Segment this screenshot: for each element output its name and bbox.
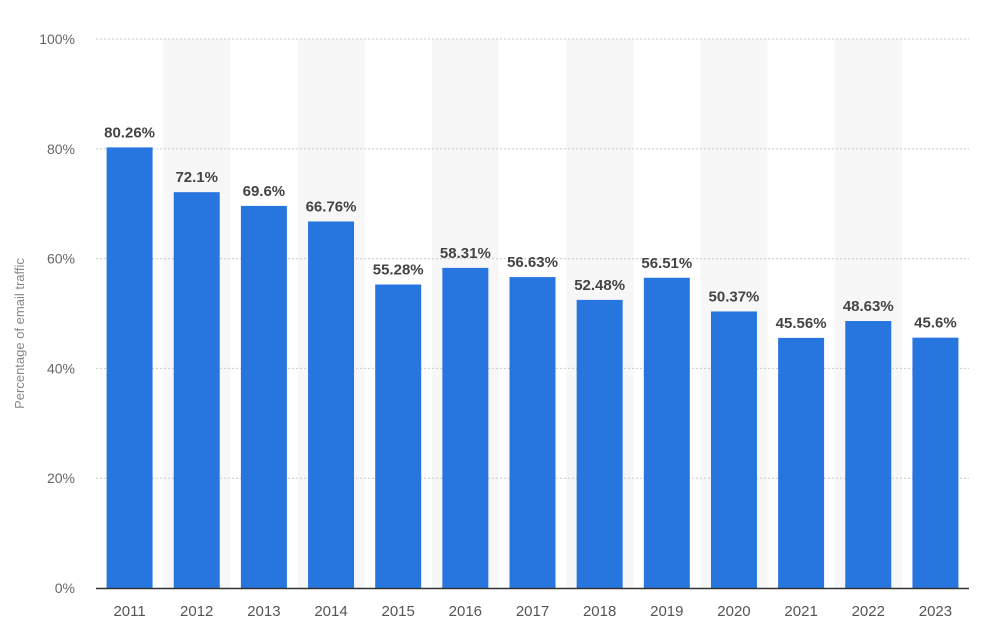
y-tick-label: 0% bbox=[55, 580, 75, 596]
x-tick-label-2018: 2018 bbox=[583, 603, 616, 620]
y-tick-label: 100% bbox=[39, 31, 75, 47]
data-label-2017: 56.63% bbox=[507, 254, 558, 271]
bar-2013[interactable] bbox=[240, 205, 287, 588]
x-tick-label-2011: 2011 bbox=[113, 603, 145, 620]
x-tick-label-2023: 2023 bbox=[919, 603, 952, 620]
data-label-2015: 55.28% bbox=[373, 262, 424, 279]
bar-2021[interactable] bbox=[778, 337, 825, 588]
y-axis-ticks: 0% 20% 40% 60% 80% 100% bbox=[39, 31, 75, 596]
bar-2022[interactable] bbox=[845, 321, 892, 588]
x-tick-label-2020: 2020 bbox=[717, 603, 750, 620]
y-tick-label: 80% bbox=[47, 141, 75, 157]
data-label-2020: 50.37% bbox=[709, 288, 760, 305]
bar-2012[interactable] bbox=[173, 192, 220, 588]
x-tick-label-2017: 2017 bbox=[516, 603, 549, 620]
data-label-2022: 48.63% bbox=[843, 298, 894, 315]
x-tick-label-2021: 2021 bbox=[784, 603, 817, 620]
x-tick-label-2019: 2019 bbox=[650, 603, 683, 620]
x-tick-label-2013: 2013 bbox=[247, 603, 280, 620]
data-label-2016: 58.31% bbox=[440, 245, 491, 262]
y-tick-label: 60% bbox=[47, 251, 75, 267]
bar-2023[interactable] bbox=[912, 337, 959, 588]
data-label-2023: 45.6% bbox=[914, 315, 957, 332]
data-label-2018: 52.48% bbox=[574, 277, 625, 294]
bars bbox=[106, 147, 959, 588]
bar-2016[interactable] bbox=[442, 267, 489, 588]
data-label-2014: 66.76% bbox=[306, 198, 357, 215]
bar-2011[interactable] bbox=[106, 147, 153, 588]
bar-2014[interactable] bbox=[308, 221, 355, 588]
bar-2017[interactable] bbox=[509, 277, 556, 588]
data-label-2013: 69.6% bbox=[243, 183, 286, 200]
y-tick-label: 20% bbox=[47, 470, 75, 486]
x-tick-label-2014: 2014 bbox=[314, 603, 347, 620]
data-label-2012: 72.1% bbox=[175, 169, 218, 186]
bar-2018[interactable] bbox=[576, 299, 623, 588]
x-axis-ticks: 2011 2012 2013 2014 2015 2016 2017 2018 2019 2020… bbox=[113, 603, 952, 620]
bar-2020[interactable] bbox=[710, 311, 757, 588]
data-labels: 80.26% 72.1% 69.6% 66.76% 55.28% 58.31% 56.63%… bbox=[104, 124, 957, 332]
bar-2019[interactable] bbox=[643, 277, 690, 588]
x-tick-label-2012: 2012 bbox=[180, 603, 213, 620]
x-tick-label-2022: 2022 bbox=[852, 603, 885, 620]
x-tick-label-2015: 2015 bbox=[382, 603, 415, 620]
x-tick-label-2016: 2016 bbox=[449, 603, 482, 620]
data-label-2011: 80.26% bbox=[104, 124, 155, 141]
bar-2015[interactable] bbox=[375, 284, 422, 588]
y-tick-label: 40% bbox=[47, 360, 75, 376]
data-label-2019: 56.51% bbox=[641, 255, 692, 272]
data-label-2021: 45.56% bbox=[776, 315, 827, 332]
y-axis-title: Percentage of email traffic bbox=[12, 258, 27, 409]
